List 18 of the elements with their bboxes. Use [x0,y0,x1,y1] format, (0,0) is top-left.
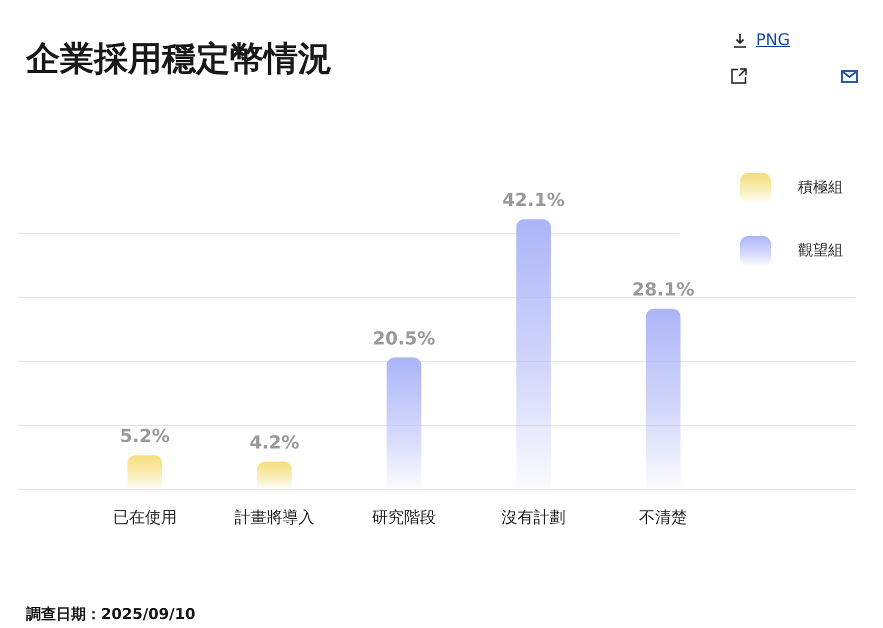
x-tick-label: 研究階段 [372,508,436,527]
bar [127,455,162,489]
x-tick-label: 不清楚 [639,508,688,527]
x-tick-label: 已在使用 [112,508,177,527]
x-tick-label: 沒有計劃 [502,508,566,527]
data-label: 20.5% [372,328,436,350]
data-label: 4.2% [249,432,300,454]
text: 調查日期：2025/09/10 [26,604,196,625]
data-label: 5.2% [120,426,170,448]
chart-title: 企業採用穩定幣情況 [26,38,332,81]
data-label: 42.1% [502,190,565,212]
text: PNG [756,29,790,51]
legend-label: 積極組 [798,178,843,196]
bar [386,357,422,489]
legend-label: 觀望組 [798,240,843,259]
data-label: 28.1% [632,280,694,301]
x-tick-label: 計畫將導入 [234,508,314,527]
bar [257,462,292,489]
